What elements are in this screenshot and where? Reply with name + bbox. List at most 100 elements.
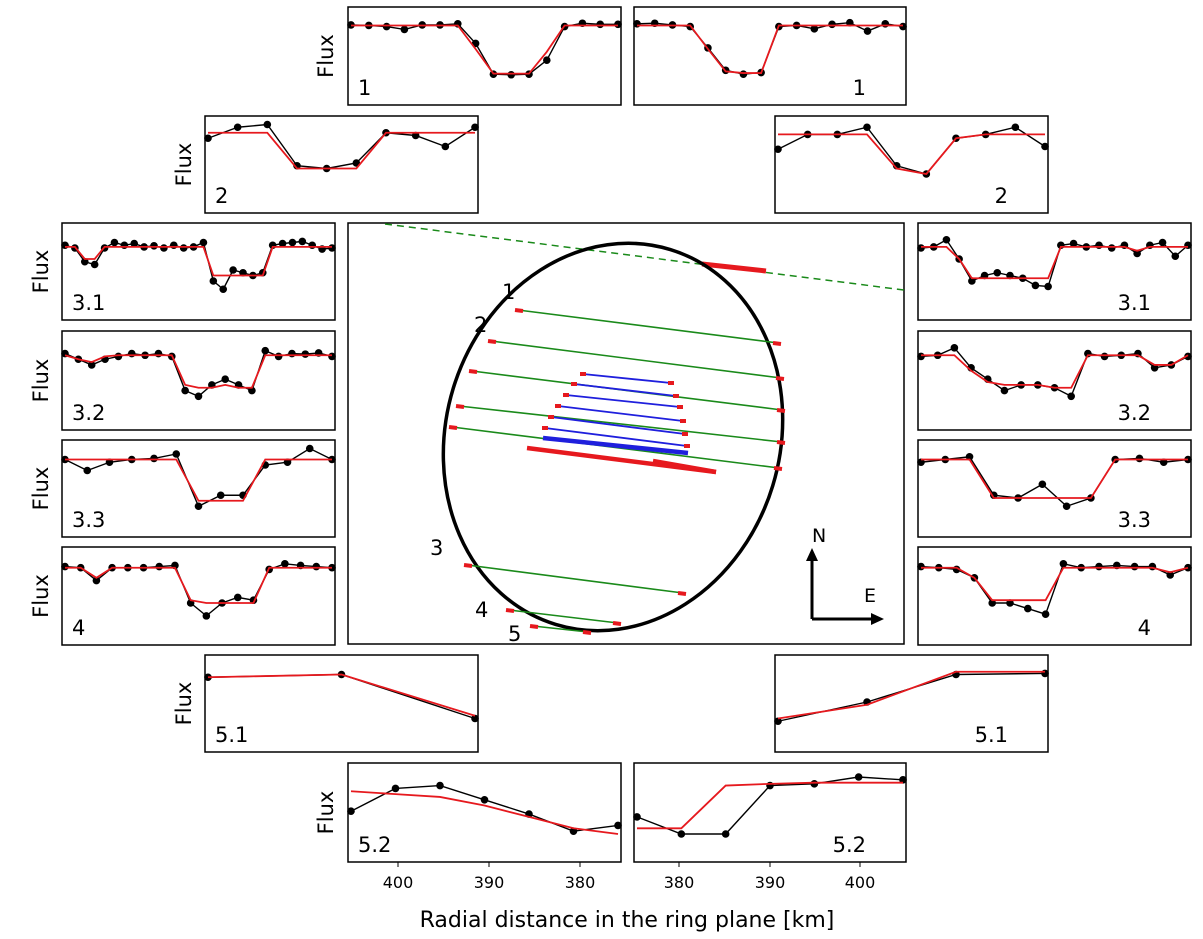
light-curve-panel-right-4: 4 [917, 546, 1192, 646]
data-point [899, 776, 907, 784]
data-point [199, 238, 208, 247]
data-point [917, 244, 925, 252]
center-panel-frame [347, 222, 905, 645]
panel-label: 4 [72, 616, 85, 640]
panel-frame [774, 115, 1049, 214]
data-point [1135, 454, 1144, 463]
data-point [942, 235, 951, 244]
data-point [471, 123, 479, 132]
data-point [87, 361, 96, 369]
data-point [61, 562, 69, 571]
data-point [1107, 244, 1116, 252]
data-point [219, 285, 228, 294]
data-point [1133, 249, 1141, 258]
chord-label-2: 2 [474, 313, 487, 337]
data-point [436, 781, 444, 790]
model-curve [637, 24, 903, 74]
chord-label-5: 5 [508, 622, 521, 646]
panel-frame [61, 546, 336, 646]
chords [448, 308, 786, 635]
chord-egress [612, 621, 622, 626]
data-point [305, 444, 314, 453]
panel-label: 5.1 [975, 723, 1008, 747]
data-point [347, 807, 355, 815]
chord-6 [466, 564, 684, 594]
light-curve-panels: 1Flux12Flux23.1Flux3.13.2Flux3.23.3Flux3… [29, 6, 1192, 863]
panel-frame [917, 546, 1192, 646]
data-point [229, 266, 237, 274]
panel-frame [633, 6, 907, 106]
x-tick-label-left-400: 400 [383, 873, 414, 892]
data-point [1059, 560, 1068, 568]
data-point [1011, 123, 1020, 132]
data-point [1041, 669, 1049, 678]
data-point [127, 349, 136, 358]
data-point [917, 352, 925, 361]
observed-curve [207, 123, 476, 170]
ring-chord-2 [573, 383, 677, 397]
light-curve-panel-right-3-2: 3.2 [917, 330, 1192, 431]
ring-chord-1 [582, 373, 672, 384]
panel-frame [204, 654, 479, 753]
data-point [312, 562, 321, 571]
data-point [263, 120, 272, 129]
panel-frame [61, 330, 336, 431]
data-point [209, 277, 218, 285]
data-point [216, 491, 225, 500]
data-point [854, 773, 863, 781]
data-point [1166, 571, 1174, 579]
data-point [288, 349, 296, 358]
chord-label-4: 4 [475, 598, 488, 622]
chord-4 [458, 405, 783, 443]
x-tick-label-left-390: 390 [474, 873, 505, 892]
data-point [83, 466, 92, 475]
data-point [150, 242, 158, 250]
data-point [739, 70, 748, 78]
chord-label-1: 1 [502, 280, 515, 304]
light-curve-panel-left-1: 1 Flux [314, 6, 622, 106]
data-point [1100, 352, 1109, 361]
data-point [130, 239, 139, 248]
observed-curve [64, 240, 333, 291]
light-curve-panel-left-2: 2 Flux [172, 115, 479, 214]
y-axis-label: Flux [314, 34, 338, 78]
model-curve [637, 781, 903, 830]
data-point [382, 22, 391, 31]
light-curve-panel-right-5-2: 5.2 [633, 762, 907, 863]
ring-chord-3 [565, 394, 681, 408]
data-point [194, 502, 203, 511]
data-point [1041, 142, 1049, 151]
observed-curve [920, 562, 1189, 616]
x-axis-label: Radial distance in the ring plane [km] [420, 908, 835, 933]
panel-frame [917, 222, 1192, 321]
chord-ingress [448, 425, 458, 430]
data-point [633, 813, 641, 821]
light-curve-panel-left-3-3: 3.3 Flux [29, 439, 336, 538]
chord-7 [508, 609, 619, 624]
panel-label: 2 [215, 184, 228, 208]
panel-frame [61, 222, 336, 321]
x-axis: 400 390 380 380 390 400 Radial distance … [383, 862, 875, 933]
model-curve [65, 566, 332, 604]
panel-frame [204, 115, 479, 214]
model-curve [65, 245, 332, 277]
data-point [1184, 352, 1192, 361]
model-curve [351, 24, 618, 75]
panel-label: 1 [853, 76, 866, 100]
data-point [248, 386, 256, 395]
data-point [110, 238, 119, 247]
ring-chord-4 [557, 405, 684, 422]
light-curve-panel-right-1: 1 [633, 6, 907, 106]
data-point [120, 241, 129, 250]
data-point [863, 123, 871, 132]
data-point [301, 350, 310, 358]
data-point [288, 238, 297, 247]
ring-chord-6 [544, 427, 688, 447]
data-point [471, 714, 479, 723]
data-point [328, 244, 336, 252]
data-point [614, 821, 622, 830]
data-point [993, 268, 1002, 277]
data-point [863, 27, 872, 35]
observed-curve [350, 784, 619, 832]
